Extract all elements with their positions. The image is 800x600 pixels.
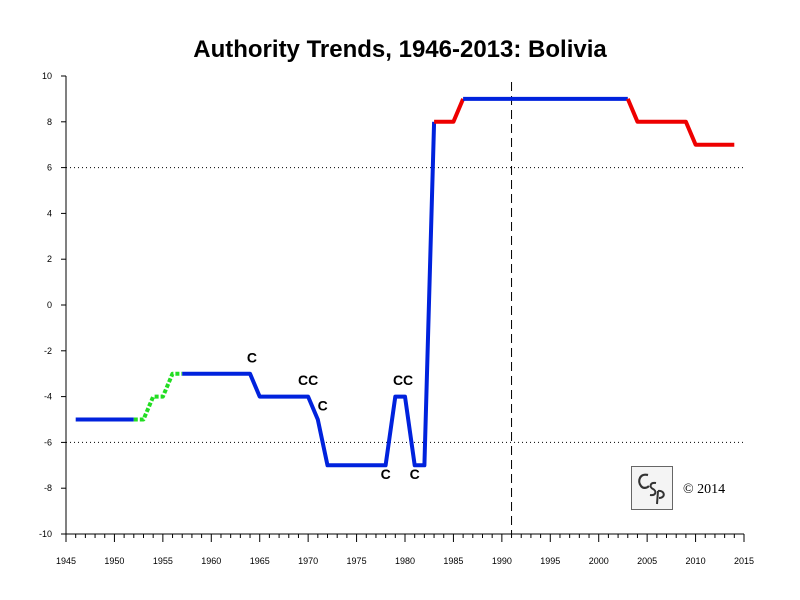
series-line [434,98,465,124]
coup-annotation: C [247,349,257,365]
copyright-text: © 2014 [683,482,726,497]
y-tick-label: 10 [42,71,52,81]
x-tick-label: 1970 [298,556,318,566]
y-tick-label: 2 [47,254,52,264]
series-line [182,121,437,468]
csp-logo [631,466,673,510]
y-tick-label: 6 [47,163,52,173]
y-tick-label: -2 [44,346,52,356]
x-tick-label: 1955 [153,556,173,566]
x-tick-label: 1965 [250,556,270,566]
y-tick-label: 4 [47,208,52,218]
x-tick-label: 1985 [443,556,463,566]
series-line [625,98,735,147]
x-tick-label: 1995 [540,556,560,566]
chart-title: Authority Trends, 1946-2013: Bolivia [193,36,607,63]
x-tick-label: 2015 [734,556,754,566]
coup-annotation: CC [393,372,413,388]
x-tick-label: 2000 [589,556,609,566]
x-tick-label: 2010 [686,556,706,566]
x-tick-label: 1960 [201,556,221,566]
y-tick-label: 0 [47,300,52,310]
series-line [133,371,183,422]
x-tick-label: 1990 [492,556,512,566]
y-tick-label: 8 [47,117,52,127]
x-tick-label: 1975 [347,556,367,566]
x-tick-label: 1950 [104,556,124,566]
coup-annotation: CC [298,372,318,388]
y-tick-label: -8 [44,483,52,493]
x-tick-label: 1980 [395,556,415,566]
y-tick-label: -4 [44,392,52,402]
coup-annotation: C [410,466,420,482]
coup-annotation: C [381,466,391,482]
x-tick-label: 2005 [637,556,657,566]
x-tick-label: 1945 [56,556,76,566]
coup-annotation: C [318,397,328,413]
y-tick-label: -6 [44,437,52,447]
y-tick-label: -10 [39,529,52,539]
